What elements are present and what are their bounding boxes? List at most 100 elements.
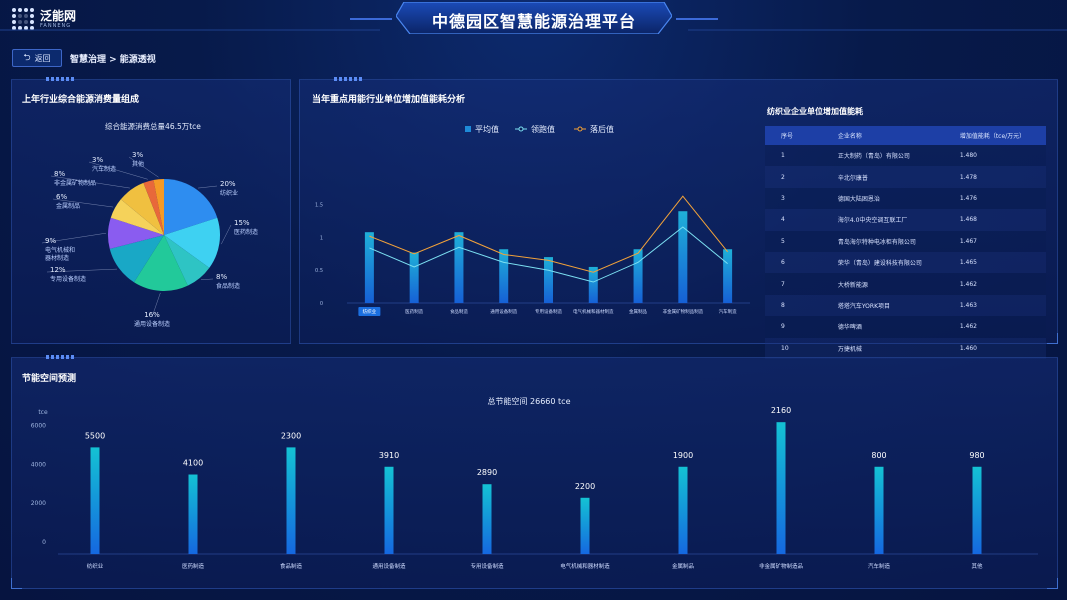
pie-slice[interactable] <box>108 217 164 249</box>
table-cell: 万捷机械 <box>837 337 960 359</box>
saving-bar[interactable] <box>972 466 982 554</box>
bar-average[interactable] <box>588 266 598 303</box>
table-row[interactable]: 2 辛北尔康普 1.478 <box>765 166 1046 188</box>
saving-bar[interactable] <box>776 422 786 554</box>
table-cell: 4 <box>765 209 838 231</box>
table-row[interactable]: 5 青岛海尔特种电冰柜有限公司 1.467 <box>765 230 1046 252</box>
x-tick-label[interactable]: 汽车制造 <box>719 308 737 315</box>
pie-slice[interactable] <box>164 217 220 268</box>
table-row[interactable]: 1 正大制药（青岛）有限公司 1.480 <box>765 145 1046 167</box>
pie-leader-line <box>46 268 118 273</box>
x-tick-label[interactable]: 通用设备制造 <box>490 308 517 315</box>
x-tick-label: 纺织业 <box>87 562 104 570</box>
saving-bar[interactable] <box>580 497 590 554</box>
pie-slice[interactable] <box>110 199 164 235</box>
bar-value-label: 2890 <box>477 468 497 477</box>
panel-title: 当年重点用能行业单位增加值能耗分析 <box>312 95 466 105</box>
saving-bar-chart: 总节能空间 26660 tce tce 0 2000 4000 6000 5500 纺织业 41… <box>31 396 1038 570</box>
bar-value-label: 2160 <box>771 406 791 415</box>
table-cell: 塔塔汽车YORK项目 <box>837 294 960 317</box>
table-cell: 青岛海尔特种电冰柜有限公司 <box>837 230 960 252</box>
saving-bar[interactable] <box>384 466 394 554</box>
pie-leader-line <box>52 198 114 208</box>
y-tick-label: 1 <box>320 235 323 241</box>
table-cell: 海尔4.0中央空调互联工厂 <box>837 209 960 231</box>
pie-leader-line <box>128 156 159 178</box>
table-row[interactable]: 10 万捷机械 1.460 <box>765 337 1046 359</box>
x-tick-label[interactable]: 专用设备制造 <box>535 308 562 315</box>
legend-marker <box>518 126 524 132</box>
pie-slice-pct: 3% <box>132 151 143 159</box>
saving-bar[interactable] <box>90 447 100 554</box>
table-row[interactable]: 3 德国大陆困恩治 1.476 <box>765 187 1046 210</box>
pie-slice-pct: 6% <box>56 193 67 201</box>
bar-average[interactable] <box>409 252 419 303</box>
bar-value-label: 2200 <box>575 482 595 491</box>
pie-slice[interactable] <box>143 179 164 235</box>
table-row[interactable]: 7 大桥新能源 1.462 <box>765 273 1046 295</box>
rank-table-title: 纺织业企业单位增加值能耗 <box>767 107 863 116</box>
bar-average[interactable] <box>633 249 643 303</box>
back-button[interactable]: ⮌ 返回 <box>12 49 62 67</box>
x-tick-label[interactable]: 电气机械和器材制造 <box>573 308 614 315</box>
bar-average[interactable] <box>454 232 464 303</box>
bar-average[interactable] <box>544 257 553 303</box>
legend-label[interactable]: 平均值 <box>475 124 499 134</box>
back-button-label: 返回 <box>34 53 51 63</box>
table-cell: 1.465 <box>959 251 1046 274</box>
pie-slice[interactable] <box>164 235 210 286</box>
x-tick-label[interactable]: 医药制造 <box>405 308 423 315</box>
x-tick-label[interactable]: 非金属矿物制品制造 <box>663 308 704 315</box>
pie-slice[interactable] <box>153 179 164 235</box>
line-lagging[interactable] <box>369 195 729 273</box>
table-row[interactable]: 8 塔塔汽车YORK项目 1.463 <box>765 294 1046 317</box>
selected-category-chip[interactable] <box>358 307 381 316</box>
line-leading[interactable] <box>369 226 728 283</box>
y-tick-label: 1.5 <box>315 203 323 209</box>
x-tick-label[interactable]: 金属制品 <box>629 308 647 315</box>
y-tick-label: 4000 <box>31 461 46 468</box>
saving-bar[interactable] <box>678 466 688 554</box>
x-tick-label[interactable]: 纺织业 <box>363 308 377 315</box>
bar-average[interactable] <box>364 232 374 303</box>
bar-average[interactable] <box>678 211 688 303</box>
x-tick-label: 通用设备制造 <box>372 562 406 570</box>
table-cell: 1.463 <box>959 294 1046 317</box>
table-header-cell: 序号 <box>765 126 838 145</box>
pie-slice[interactable] <box>109 235 164 283</box>
table-row[interactable]: 9 德华啤酒 1.462 <box>765 316 1046 338</box>
pie-slice[interactable] <box>164 179 218 235</box>
breadcrumb: 智慧治理 > 能源透视 <box>70 55 156 65</box>
table-cell: 德华啤酒 <box>837 316 960 338</box>
back-arrow-icon: ⮌ <box>23 53 31 63</box>
x-tick-label[interactable]: 食品制造 <box>450 308 468 315</box>
table-cell: 1.480 <box>959 145 1046 167</box>
pie-slice[interactable] <box>133 235 188 291</box>
pie-slice-pct: 3% <box>92 156 103 164</box>
table-row[interactable]: 4 海尔4.0中央空调互联工厂 1.468 <box>765 209 1046 231</box>
saving-bar[interactable] <box>188 474 198 554</box>
pie-leader-line <box>151 292 161 318</box>
chart-title: 总节能空间 26660 tce <box>488 396 571 406</box>
legend-label[interactable]: 领跑值 <box>531 124 555 134</box>
table-header-cell: 企业名称 <box>837 126 960 145</box>
table-row[interactable]: 6 荣华（青岛）建设科技有限公司 1.465 <box>765 251 1046 274</box>
bar-average[interactable] <box>499 249 509 303</box>
saving-bar[interactable] <box>482 484 492 554</box>
pie-slice[interactable] <box>120 182 164 235</box>
x-tick-label: 汽车制造 <box>868 562 891 570</box>
pie-slice-pct: 9% <box>45 237 56 245</box>
legend-label[interactable]: 落后值 <box>590 124 614 134</box>
x-tick-label: 金属制品 <box>672 562 695 570</box>
bar-value-label: 1900 <box>673 451 693 460</box>
bar-average[interactable] <box>723 249 733 303</box>
logo-name: 泛能网 <box>40 8 77 23</box>
bar-value-label: 2300 <box>281 431 301 440</box>
pie-leader-line <box>50 175 130 189</box>
saving-bar[interactable] <box>286 447 296 554</box>
table-cell: 3 <box>765 187 838 210</box>
pie-slice-label: 专用设备制造 <box>50 275 86 283</box>
saving-bar[interactable] <box>874 466 884 554</box>
bar-value-label: 4100 <box>183 459 203 468</box>
legend-swatch <box>465 126 471 132</box>
